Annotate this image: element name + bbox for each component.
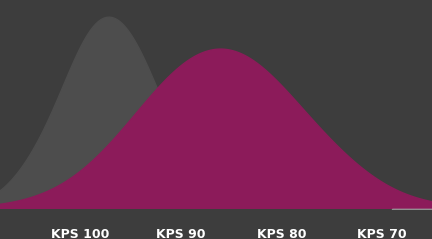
- Text: KPS 70: KPS 70: [357, 228, 407, 239]
- Text: KPS 90: KPS 90: [156, 228, 206, 239]
- Text: KPS 80: KPS 80: [257, 228, 306, 239]
- Text: KPS 100: KPS 100: [51, 228, 110, 239]
